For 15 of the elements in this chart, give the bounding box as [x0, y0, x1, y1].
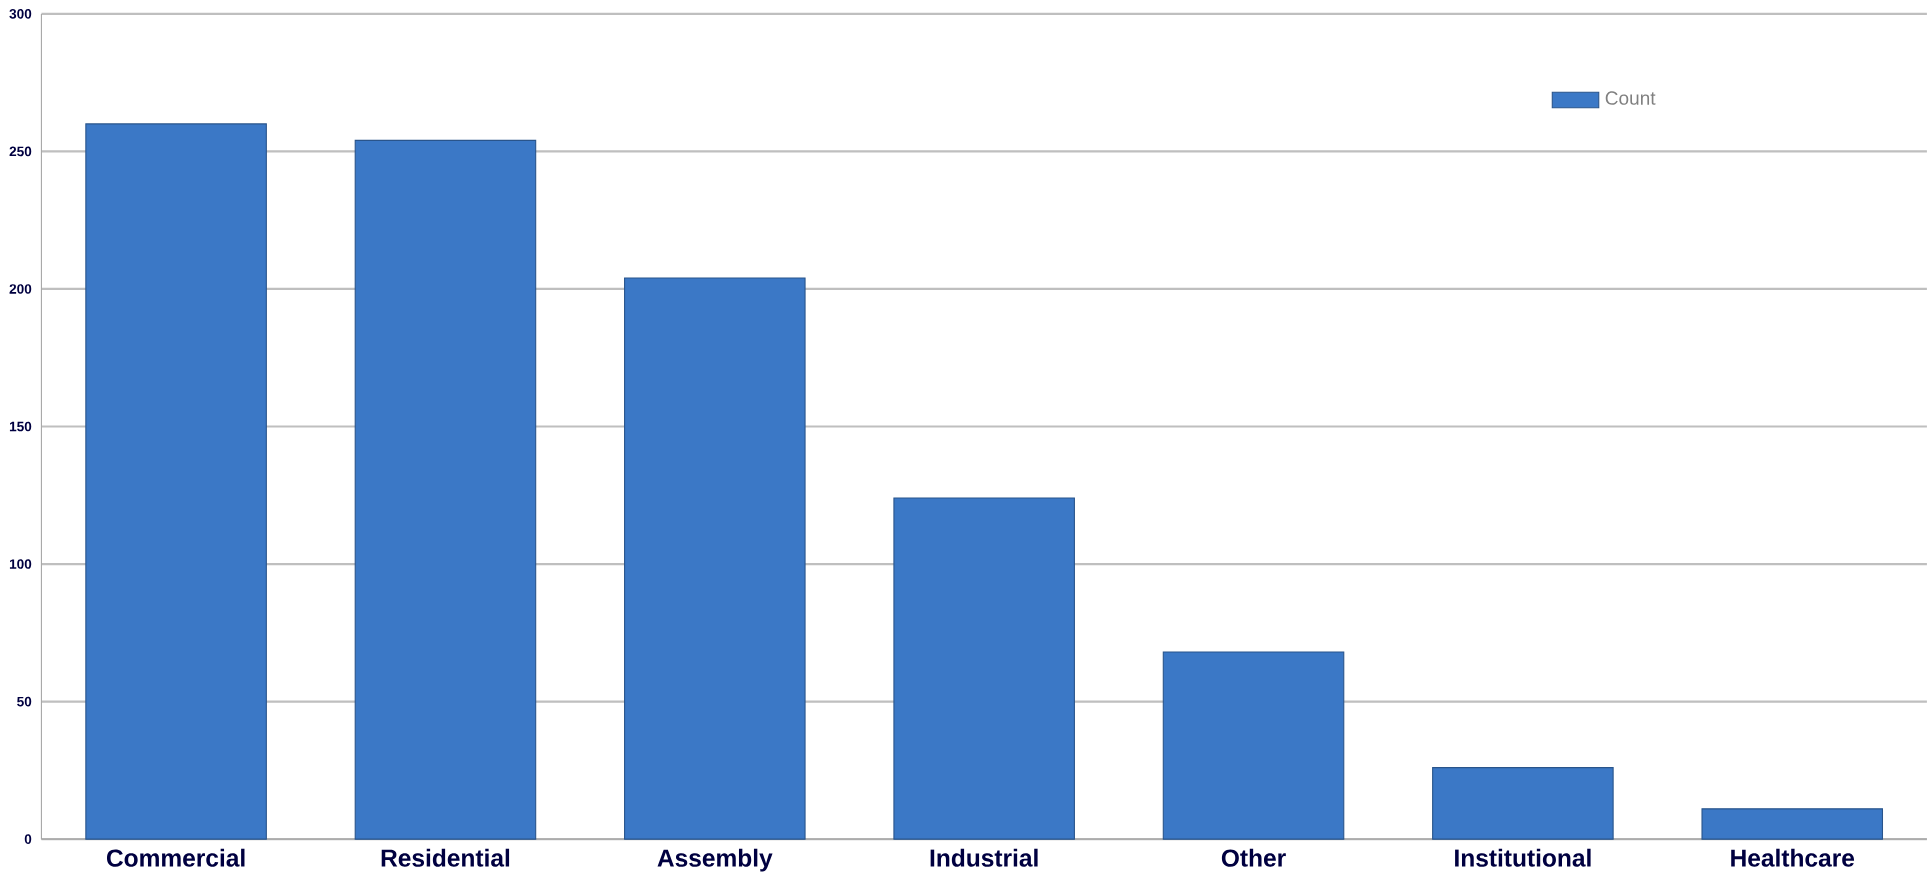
x-tick-label: Industrial — [930, 848, 1038, 867]
x-tick-label: Institutional — [1455, 848, 1591, 867]
x-tick-label: Residential — [381, 848, 510, 867]
x-tick-label: Assembly — [657, 848, 773, 872]
bar — [1432, 766, 1614, 840]
legend-label: Count — [1605, 91, 1656, 105]
bar — [1162, 651, 1345, 840]
x-tick-label: Commercial — [106, 848, 245, 867]
x-tick-label: Healthcare — [1731, 848, 1855, 867]
bar — [85, 123, 267, 840]
bar — [893, 497, 1075, 840]
bar — [1701, 808, 1884, 840]
bar — [624, 277, 806, 840]
x-tick-label: Other — [1221, 848, 1286, 867]
bar — [354, 139, 537, 840]
